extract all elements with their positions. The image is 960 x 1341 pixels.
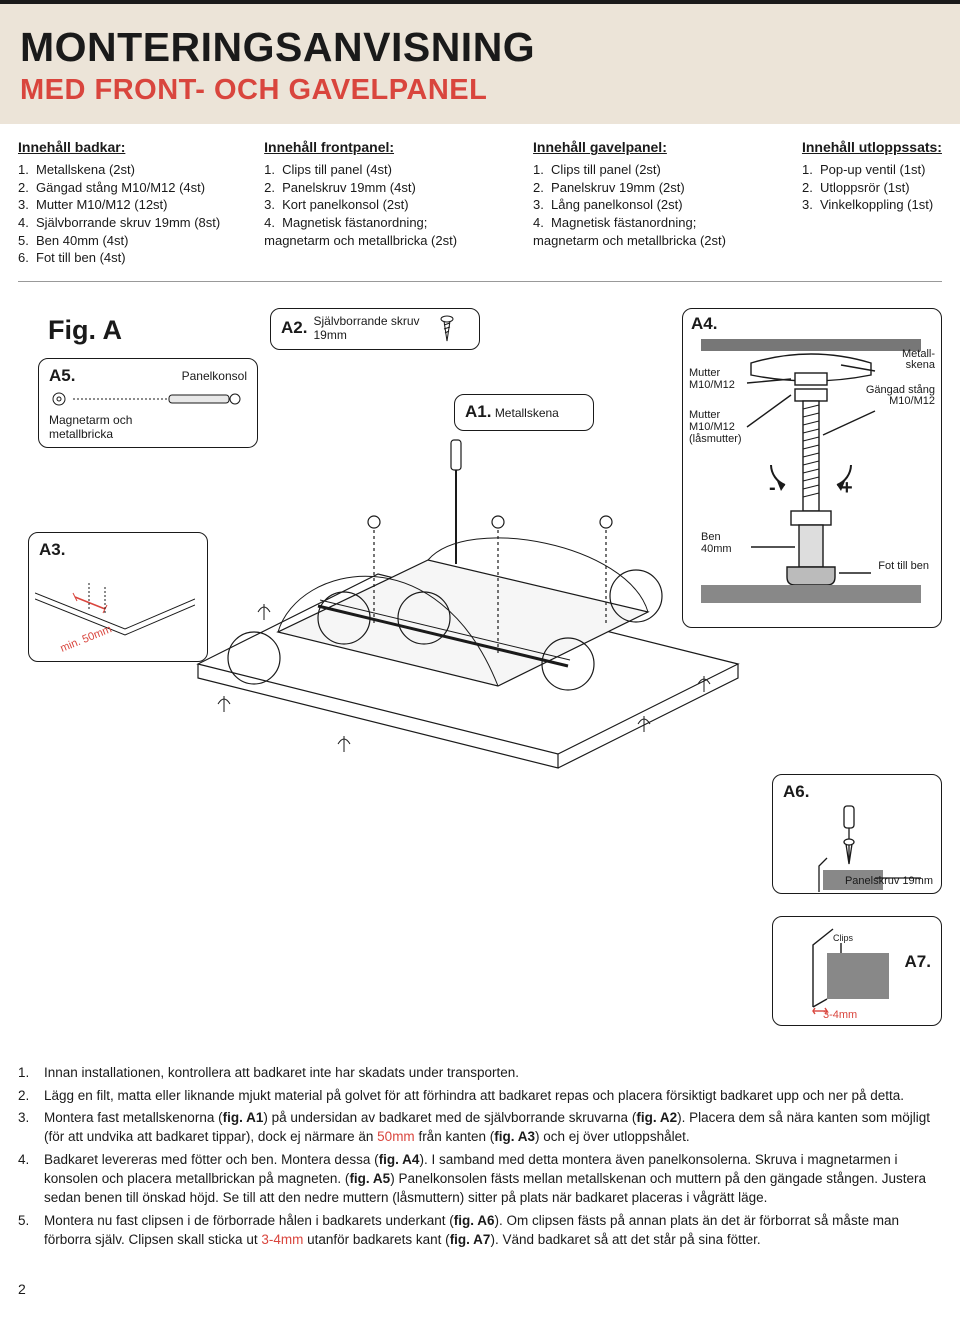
list-item: Kort panelkonsol (2st) (264, 196, 489, 214)
callout-a1: A1. Metallskena (454, 394, 594, 431)
header-banner: MONTERINGSANVISNING MED FRONT- OCH GAVEL… (0, 0, 960, 124)
callout-a5: A5. Panelkonsol Magnetarm och metallbric… (38, 358, 258, 449)
callout-a4: A4. (682, 308, 942, 628)
callout-a2: A2. Självborrande skruv 19mm (270, 308, 480, 350)
a5-panelkonsol: Panelkonsol (182, 368, 247, 384)
list-item: Utloppsrör (1st) (802, 179, 942, 197)
page-number: 2 (18, 1280, 942, 1299)
list-item: Mutter M10/M12 (12st) (18, 196, 220, 214)
callout-tag: A6. (783, 782, 809, 801)
list-frontpanel: Innehåll frontpanel: Clips till panel (4… (264, 138, 489, 266)
list-gavelpanel: Innehåll gavelpanel: Clips till panel (2… (533, 138, 758, 266)
a4-mutter-lock: Mutter M10/M12 (låsmutter) (689, 409, 753, 445)
callout-a3: A3. min. 50mm (28, 532, 208, 662)
figure-title: Fig. A (48, 312, 122, 348)
a4-gangad: Gängad stång M10/M12 (857, 385, 935, 408)
svg-text:Clips: Clips (833, 933, 854, 943)
list-item: Vinkelkoppling (1st) (802, 196, 942, 214)
callout-tag: A2. (281, 317, 307, 340)
instruction-step: Lägg en filt, matta eller liknande mjukt… (18, 1087, 942, 1106)
callout-a6: A6. Panelskruv 19mm (772, 774, 942, 894)
list-heading: Innehåll gavelpanel: (533, 138, 758, 157)
magnet-arm-icon (49, 388, 249, 410)
list-item: Panelskruv 19mm (2st) (533, 179, 758, 197)
list-item: Magnetisk fästanordning; magnetarm och m… (533, 214, 758, 249)
list-item: Ben 40mm (4st) (18, 232, 220, 250)
list-item: Gängad stång M10/M12 (4st) (18, 179, 220, 197)
list-badkar: Innehåll badkar: Metallskena (2st) Gänga… (18, 138, 220, 266)
content-lists-row: Innehåll badkar: Metallskena (2st) Gänga… (18, 138, 942, 281)
screw-icon (439, 315, 455, 343)
instruction-step: Innan installationen, kontrollera att ba… (18, 1064, 942, 1083)
callout-text: Metallskena (495, 406, 559, 420)
list-utloppssats: Innehåll utloppssats: Pop-up ventil (1st… (802, 138, 942, 266)
page-subtitle: MED FRONT- OCH GAVELPANEL (20, 71, 940, 110)
list-item: Clips till panel (4st) (264, 161, 489, 179)
list-item: Panelskruv 19mm (4st) (264, 179, 489, 197)
a4-mutter-top: Mutter M10/M12 (689, 367, 743, 391)
list-heading: Innehåll badkar: (18, 138, 220, 157)
callout-tag: A7. (905, 951, 931, 974)
instruction-step: Badkaret levereras med fötter och ben. M… (18, 1151, 942, 1208)
list-item: Metallskena (2st) (18, 161, 220, 179)
a3-corner-icon (35, 553, 195, 643)
a6-text: Panelskruv 19mm (845, 874, 933, 889)
a4-ben: Ben 40mm (701, 531, 745, 555)
page-title: MONTERINGSANVISNING (20, 20, 940, 75)
a4-fot: Fot till ben (869, 559, 929, 574)
a4-plus: + (841, 475, 853, 502)
list-item: Magnetisk fästanordning; magnetarm och m… (264, 214, 489, 249)
a5-magnetarm: Magnetarm och metallbricka (49, 414, 159, 442)
list-heading: Innehåll frontpanel: (264, 138, 489, 157)
callout-text: Självborrande skruv 19mm (313, 315, 433, 341)
callout-tag: A1. (465, 402, 491, 421)
instructions: Innan installationen, kontrollera att ba… (18, 1064, 942, 1250)
instruction-step: Montera nu fast clipsen i de förborrade … (18, 1212, 942, 1250)
a4-metallskena: Metall-skena (889, 349, 935, 372)
list-item: Pop-up ventil (1st) (802, 161, 942, 179)
callout-a7: Clips A7. Clips 3-4mm (772, 916, 942, 1026)
list-item: Clips till panel (2st) (533, 161, 758, 179)
figure-area: Fig. A (18, 304, 942, 1054)
list-heading: Innehåll utloppssats: (802, 138, 942, 157)
a7-gap: 3-4mm (823, 1008, 857, 1023)
list-item: Självborrande skruv 19mm (8st) (18, 214, 220, 232)
callout-tag: A5. (49, 365, 75, 388)
a4-minus: - (769, 475, 776, 502)
instruction-step: Montera fast metallskenorna (fig. A1) på… (18, 1109, 942, 1147)
list-item: Lång panelkonsol (2st) (533, 196, 758, 214)
list-item: Fot till ben (4st) (18, 249, 220, 267)
